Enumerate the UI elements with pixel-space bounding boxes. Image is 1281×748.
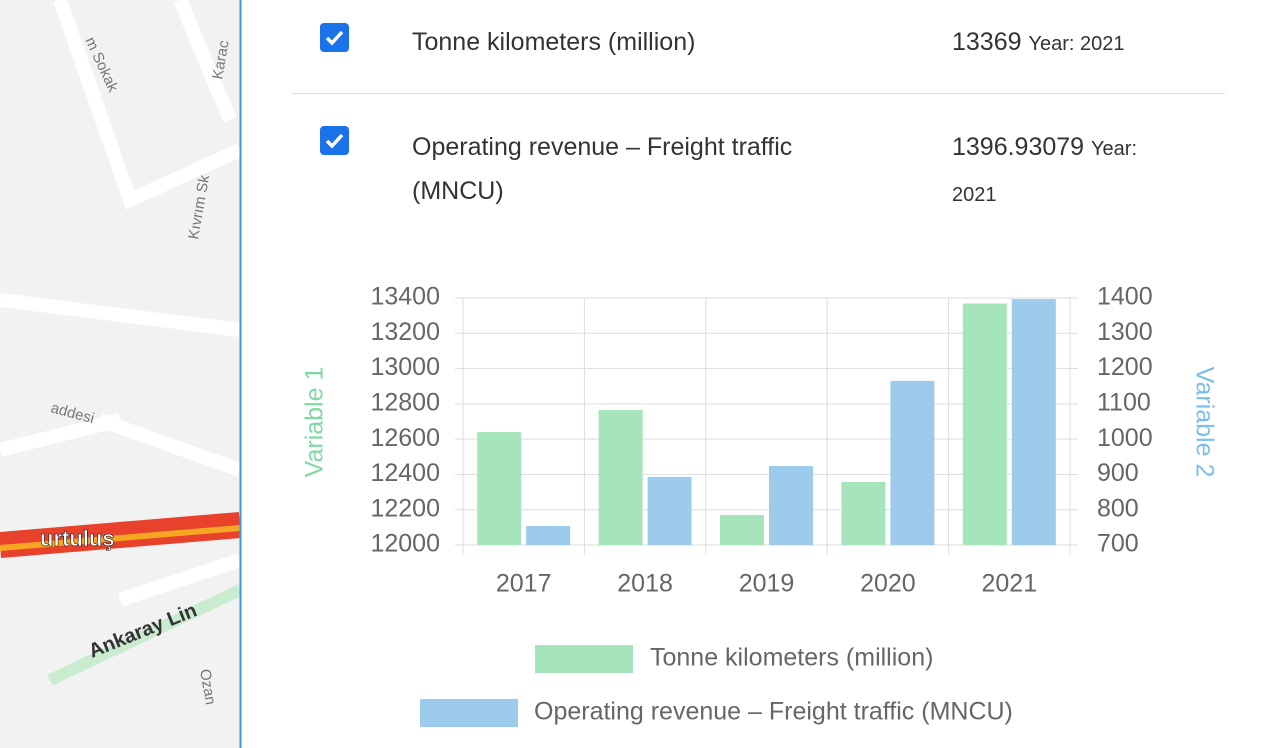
bar <box>647 476 692 545</box>
y2-tick-label: 900 <box>1097 459 1139 487</box>
x-tick-label: 2019 <box>739 570 795 598</box>
map-bg <box>0 0 240 748</box>
x-tick-label: 2020 <box>860 570 916 598</box>
y2-axis-title: Variable 2 <box>1190 367 1218 478</box>
y2-tick-label: 1400 <box>1097 283 1153 311</box>
y-tick-label: 12000 <box>370 530 440 558</box>
y-tick-label: 13200 <box>370 318 440 346</box>
bar <box>477 432 522 545</box>
ankaray-line <box>47 584 242 686</box>
map-label: Karac <box>209 39 233 81</box>
road <box>0 0 242 607</box>
x-tick-label: 2017 <box>496 570 552 598</box>
item-label: Tonne kilometers (million) <box>412 28 696 56</box>
y2-tick-label: 1200 <box>1097 353 1153 381</box>
item-value: 1396.93079 Year: 2021 <box>952 125 1177 217</box>
y-tick-label: 12600 <box>370 424 440 452</box>
legend-label: Operating revenue – Freight traffic (MNC… <box>534 698 1013 726</box>
value: 1396.93079 <box>952 133 1085 161</box>
y-tick-label: 12400 <box>370 459 440 487</box>
bar <box>720 515 764 545</box>
item-label: Operating revenue – Freight traffic (MNC… <box>412 133 793 205</box>
legend-swatch <box>535 645 633 673</box>
bar <box>890 380 935 545</box>
y-tick-label: 12800 <box>370 388 440 416</box>
item-value: 13369 Year: 2021 <box>952 20 1182 66</box>
y-tick-label: 12200 <box>370 494 440 522</box>
y2-tick-label: 1000 <box>1097 424 1153 452</box>
y2-tick-label: 700 <box>1097 530 1139 558</box>
bar <box>1011 299 1056 545</box>
x-tick-label: 2021 <box>981 570 1037 598</box>
legend-label: Tonne kilometers (million) <box>650 644 933 672</box>
metro-line-inner <box>0 525 241 551</box>
bar <box>841 482 886 545</box>
bar <box>769 465 813 545</box>
x-tick-label: 2018 <box>617 570 673 598</box>
y-tick-label: 13400 <box>370 283 440 311</box>
bar <box>526 525 571 545</box>
bar <box>962 303 1007 545</box>
y-tick-label: 13000 <box>370 353 440 381</box>
map-label: Ozan <box>196 668 219 706</box>
y2-tick-label: 800 <box>1097 494 1139 522</box>
y2-tick-label: 1300 <box>1097 318 1153 346</box>
map-label: urtuluş <box>40 526 115 551</box>
divider <box>292 93 1225 94</box>
value: 13369 <box>952 28 1022 56</box>
checkbox[interactable] <box>320 126 349 155</box>
y2-tick-label: 1100 <box>1097 388 1151 416</box>
y-axis-title: Variable 1 <box>301 367 329 478</box>
legend-swatch <box>420 699 518 727</box>
bar <box>598 410 643 545</box>
year: Year: 2021 <box>1028 33 1125 55</box>
checkbox[interactable] <box>320 23 349 52</box>
map: m Sokak Karac Kıvrım Sk addesi urtuluş A… <box>0 0 242 748</box>
year: Year: 2021 <box>952 138 1138 206</box>
